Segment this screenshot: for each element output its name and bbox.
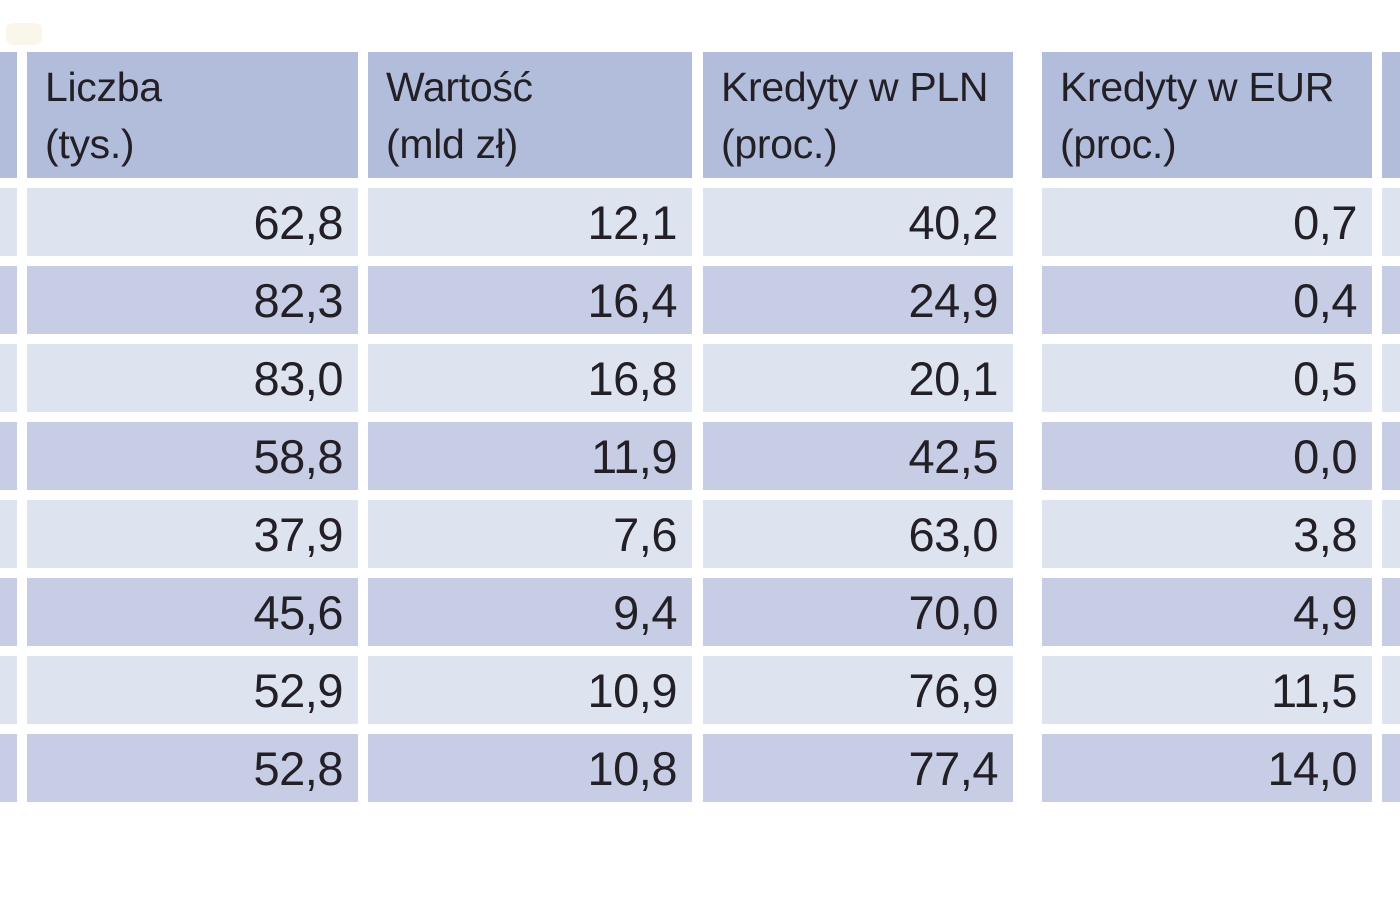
- table-cell: 76,9: [703, 656, 1013, 724]
- table-cell: 11,5: [1042, 656, 1372, 724]
- table-cell: 12,1: [368, 188, 692, 256]
- header-sliver-right: [1382, 52, 1400, 178]
- row-sliver-right: [1382, 266, 1400, 334]
- table-cell: 63,0: [703, 500, 1013, 568]
- row-sliver-left: [0, 578, 17, 646]
- header-line: (proc.): [721, 121, 838, 167]
- table-cell: 3,8: [1042, 500, 1372, 568]
- row-sliver-left: [0, 266, 17, 334]
- row-sliver-right: [1382, 188, 1400, 256]
- header-sliver-left: [0, 52, 17, 178]
- row-sliver-right: [1382, 578, 1400, 646]
- header-line: Kredyty w PLN: [721, 64, 989, 110]
- table-cell: 52,8: [27, 734, 358, 802]
- table-cell: 37,9: [27, 500, 358, 568]
- table-cell: 9,4: [368, 578, 692, 646]
- table-cell: 45,6: [27, 578, 358, 646]
- table-cell: 14,0: [1042, 734, 1372, 802]
- header-line: (mld zł): [386, 121, 518, 167]
- row-sliver-right: [1382, 734, 1400, 802]
- column-header-liczba: Liczba (tys.): [27, 52, 358, 178]
- table-cell: 7,6: [368, 500, 692, 568]
- row-sliver-right: [1382, 422, 1400, 490]
- table-cell: 77,4: [703, 734, 1013, 802]
- table-cell: 10,9: [368, 656, 692, 724]
- column-header-kredyty-eur: Kredyty w EUR (proc.): [1042, 52, 1372, 178]
- row-sliver-left: [0, 422, 17, 490]
- table-cell: 0,7: [1042, 188, 1372, 256]
- table-cell: 11,9: [368, 422, 692, 490]
- row-sliver-left: [0, 188, 17, 256]
- table-cell: 62,8: [27, 188, 358, 256]
- row-sliver-left: [0, 734, 17, 802]
- data-table: Liczba (tys.) Wartość (mld zł) Kredyty w…: [0, 52, 1400, 802]
- table-cell: 40,2: [703, 188, 1013, 256]
- table-cell: 83,0: [27, 344, 358, 412]
- render-artifact: [6, 23, 42, 45]
- table-cell: 16,4: [368, 266, 692, 334]
- row-sliver-left: [0, 344, 17, 412]
- table-cell: 10,8: [368, 734, 692, 802]
- table-cell: 0,4: [1042, 266, 1372, 334]
- table-cell: 82,3: [27, 266, 358, 334]
- header-line: (tys.): [45, 121, 135, 167]
- table-cell: 0,5: [1042, 344, 1372, 412]
- row-sliver-right: [1382, 344, 1400, 412]
- table-cell: 20,1: [703, 344, 1013, 412]
- header-line: Wartość: [386, 64, 533, 110]
- table-cell: 70,0: [703, 578, 1013, 646]
- header-line: Kredyty w EUR: [1060, 64, 1335, 110]
- column-header-kredyty-pln: Kredyty w PLN (proc.): [703, 52, 1013, 178]
- table-cell: 52,9: [27, 656, 358, 724]
- row-sliver-right: [1382, 656, 1400, 724]
- row-sliver-left: [0, 500, 17, 568]
- table-cell: 0,0: [1042, 422, 1372, 490]
- table-cell: 58,8: [27, 422, 358, 490]
- table-cell: 16,8: [368, 344, 692, 412]
- row-sliver-left: [0, 656, 17, 724]
- row-sliver-right: [1382, 500, 1400, 568]
- table-cell: 24,9: [703, 266, 1013, 334]
- table-cell: 42,5: [703, 422, 1013, 490]
- table-cell: 4,9: [1042, 578, 1372, 646]
- header-line: Liczba: [45, 64, 162, 110]
- header-line: (proc.): [1060, 121, 1177, 167]
- column-header-wartosc: Wartość (mld zł): [368, 52, 692, 178]
